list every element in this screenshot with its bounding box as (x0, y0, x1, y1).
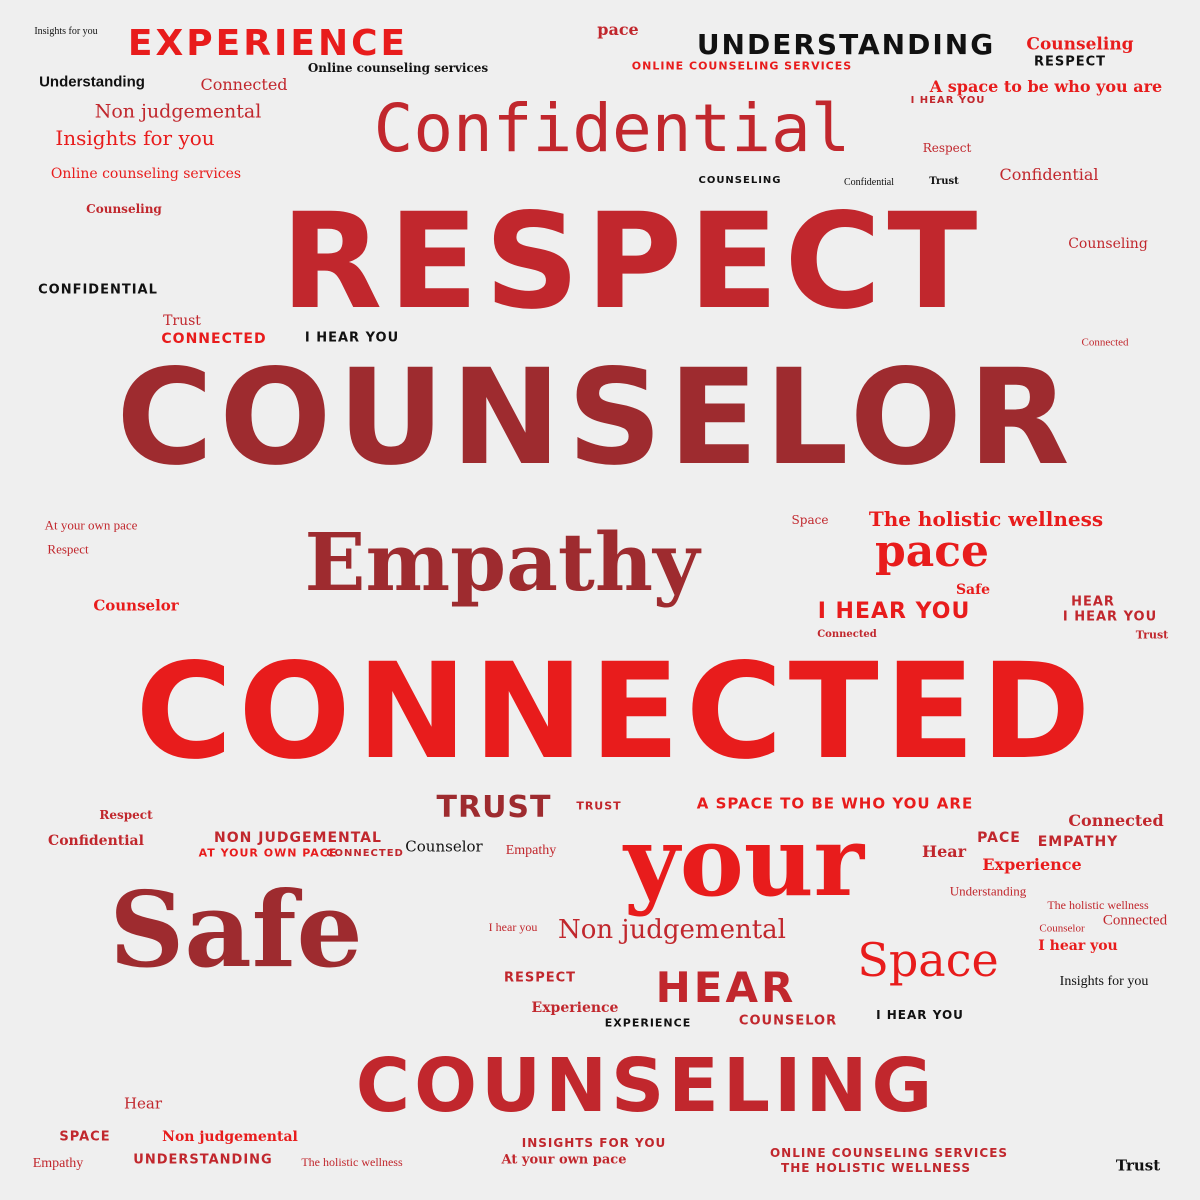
word-understanding: UNDERSTANDING (133, 1152, 273, 1168)
word-counseling: Counseling (86, 202, 162, 216)
word-at-your-own-pace: At your own pace (44, 517, 138, 533)
word-empathy: Empathy (505, 843, 557, 858)
word-counselor: Counselor (93, 596, 179, 615)
word-i-hear-you: I hear you (488, 920, 538, 934)
word-insights-for-you: Insights for you (34, 26, 98, 37)
word-online-counseling: Online counseling services (50, 166, 242, 182)
word-i-hear-you: I hear you (1038, 938, 1118, 954)
word-counseling: COUNSELING (355, 1043, 937, 1129)
word-understanding: UNDERSTANDING (696, 28, 996, 61)
word-insights-for-you: INSIGHTS FOR YOU (521, 1136, 667, 1150)
word-safe: Safe (109, 868, 363, 991)
word-non-judgemental: Non judgemental (94, 100, 262, 123)
word-trust: TRUST (576, 799, 622, 813)
word-trust: Trust (163, 313, 201, 329)
word-at-your-own-pace: At your own pace (501, 1152, 627, 1168)
word-insights-for-you: Insights for you (1059, 974, 1149, 989)
word-counselor: COUNSELOR (116, 341, 1076, 495)
word-respect: RESPECT (1033, 54, 1107, 70)
word-confidential: Confidential (373, 90, 851, 167)
word-connected: Connected (1102, 912, 1168, 929)
word-holistic-wellness: The holistic wellness (1047, 898, 1149, 912)
word-pace: pace (874, 526, 990, 577)
word-i-hear-you: I HEAR YOU (817, 599, 971, 624)
word-hear: Hear (921, 842, 967, 861)
word-trust: TRUST (436, 790, 552, 825)
word-counseling: Counseling (1068, 236, 1148, 252)
word-pace: pace (597, 20, 639, 39)
word-holistic-wellness: The holistic wellness (301, 1155, 403, 1169)
word-i-hear-you: I HEAR YOU (910, 95, 986, 106)
word-hear: HEAR (1071, 594, 1115, 610)
word-connected: CONNECTED (135, 635, 1097, 789)
word-experience: Experience (531, 1000, 619, 1016)
word-safe: Safe (955, 582, 991, 598)
word-respect: Respect (47, 541, 89, 557)
word-connected: Connected (817, 629, 877, 640)
word-counselor: Counselor (1039, 922, 1085, 935)
word-experience: EXPERIENCE (127, 23, 409, 64)
word-your: your (623, 805, 865, 918)
word-insights-for-you: Insights for you (55, 126, 215, 150)
word-counselor: COUNSELOR (738, 1013, 838, 1029)
word-experience: Experience (982, 855, 1082, 874)
word-space: Space (791, 513, 829, 527)
word-hear: HEAR (655, 963, 797, 1012)
word-hear: Hear (123, 1094, 163, 1113)
word-a-space-to-be: A SPACE TO BE WHO YOU ARE (696, 794, 974, 813)
word-pace: PACE (977, 830, 1021, 846)
word-connected: Connected (200, 75, 288, 94)
word-holistic-wellness: The holistic wellness (868, 507, 1104, 531)
word-understanding: Understanding (949, 883, 1027, 899)
word-understanding: Understanding (39, 73, 145, 91)
word-empathy: Empathy (304, 515, 700, 609)
word-respect: RESPECT (280, 185, 984, 339)
word-connected: CONNECTED (161, 331, 267, 347)
word-non-judgemental: Non judgemental (162, 1129, 298, 1145)
word-at-your-own-pace: AT YOUR OWN PACE (198, 846, 338, 860)
word-counseling: Counseling (1026, 34, 1134, 55)
word-non-judgemental: Non judgemental (558, 915, 786, 945)
word-space: SPACE (59, 1129, 111, 1145)
word-confidential: CONFIDENTIAL (38, 282, 158, 298)
word-trust: Trust (1115, 1156, 1161, 1175)
word-connected: Connected (1068, 811, 1164, 830)
word-confidential: Confidential (48, 833, 144, 849)
word-online-counseling: ONLINE COUNSELING SERVICES (631, 59, 853, 73)
word-space: Space (857, 933, 999, 987)
word-counseling: COUNSELING (698, 175, 782, 186)
word-confidential: Confidential (844, 177, 894, 188)
word-confidential: Confidential (999, 165, 1099, 184)
word-connected: Connected (1081, 336, 1129, 349)
word-trust: Trust (1135, 628, 1169, 642)
word-respect: Respect (922, 141, 972, 155)
word-non-judgemental: NON JUDGEMENTAL (214, 830, 382, 846)
word-respect: Respect (99, 808, 153, 822)
word-online-counseling: ONLINE COUNSELING SERVICES (769, 1146, 1009, 1160)
word-holistic-wellness: THE HOLISTIC WELLNESS (781, 1161, 971, 1175)
word-online-counseling: Online counseling services (307, 61, 489, 75)
word-empathy: Empathy (32, 1156, 84, 1171)
word-empathy: EMPATHY (1037, 834, 1119, 850)
word-i-hear-you: I HEAR YOU (1062, 609, 1158, 625)
word-a-space-to-be: A space to be who you are (929, 77, 1163, 96)
word-experience: EXPERIENCE (604, 1016, 692, 1030)
word-respect: RESPECT (503, 970, 577, 986)
word-i-hear-you: I HEAR YOU (304, 330, 400, 346)
word-counselor: Counselor (405, 837, 483, 856)
word-trust: Trust (929, 176, 959, 187)
word-connected: CONNECTED (326, 848, 404, 859)
word-i-hear-you: I HEAR YOU (876, 1008, 964, 1022)
